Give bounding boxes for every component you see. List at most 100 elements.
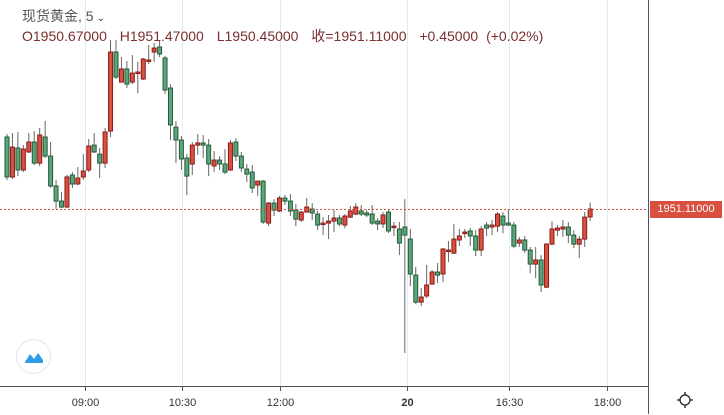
candle-up xyxy=(9,146,15,178)
candle-down xyxy=(282,197,288,202)
candle-down xyxy=(173,126,179,141)
candle-down xyxy=(358,210,364,215)
candle-down xyxy=(396,228,402,244)
candle-up xyxy=(129,72,135,83)
candle-down xyxy=(124,68,130,85)
chevron-down-icon[interactable]: ⌄ xyxy=(96,13,105,24)
candle-up xyxy=(429,271,435,285)
candle-up xyxy=(560,226,566,230)
candle-down xyxy=(271,202,277,211)
candle-up xyxy=(140,58,146,80)
candle-up xyxy=(342,215,348,226)
candle-up xyxy=(75,177,81,185)
candle-down xyxy=(484,224,490,229)
candle-up xyxy=(544,243,550,288)
candle-down xyxy=(522,239,528,251)
time-tick-label: 10:30 xyxy=(169,397,197,409)
chart-logo-icon[interactable] xyxy=(16,339,51,374)
candle-up xyxy=(146,59,152,62)
candle-down xyxy=(206,144,212,165)
candle-up xyxy=(326,220,332,224)
candle-down xyxy=(178,139,184,160)
candle-down xyxy=(4,136,10,178)
time-tick-label: 09:00 xyxy=(72,397,100,409)
candle-down xyxy=(315,213,321,226)
candle-up xyxy=(495,213,500,227)
candle-down xyxy=(222,163,228,173)
candle-down xyxy=(244,168,250,175)
candle-down xyxy=(233,141,239,157)
candle-up xyxy=(391,225,397,229)
time-tick-label: 18:00 xyxy=(594,397,622,409)
candle-up xyxy=(347,210,353,218)
grid-lines xyxy=(85,0,608,386)
candle-down xyxy=(571,234,577,245)
candle-down xyxy=(336,217,342,225)
candle-down xyxy=(467,230,473,237)
interval-label: , 5 xyxy=(78,8,94,24)
open-value: O1950.67000 xyxy=(22,28,107,44)
gear-icon[interactable] xyxy=(675,390,695,410)
candle-up xyxy=(331,217,337,222)
candle-up xyxy=(516,239,522,244)
candle-up xyxy=(462,231,468,235)
candle-up xyxy=(380,214,386,225)
candle-down xyxy=(91,144,97,153)
symbol-title[interactable]: 现货黄金, 5 ⌄ xyxy=(22,6,105,26)
candle-up xyxy=(554,227,560,231)
candle-up xyxy=(26,141,32,153)
high-value: H1951.47000 xyxy=(119,28,204,44)
candle-up xyxy=(456,235,462,241)
candle-down xyxy=(260,180,266,223)
candle-up xyxy=(451,238,457,254)
candle-up xyxy=(195,142,201,146)
last-price-label: 1951.11000 xyxy=(650,201,722,218)
candle-up xyxy=(353,206,359,215)
candle-down xyxy=(31,141,37,164)
candle-up xyxy=(86,145,92,171)
candle-down xyxy=(48,155,54,187)
candle-down xyxy=(364,212,370,216)
change-percent: (+0.02%) xyxy=(486,28,544,44)
candle-up xyxy=(298,211,304,221)
candle-up xyxy=(266,202,272,224)
candle-up xyxy=(549,228,555,245)
candle-up xyxy=(118,68,124,83)
candle-up xyxy=(418,296,424,303)
candle-up xyxy=(135,71,141,75)
candle-down xyxy=(249,171,255,189)
candle-down xyxy=(473,235,479,251)
candle-down xyxy=(53,185,59,202)
candle-down xyxy=(238,155,244,169)
time-axis[interactable]: 09:00 10:30 12:00 20 16:30 18:00 xyxy=(72,386,622,409)
candle-up xyxy=(151,47,157,53)
candle-up xyxy=(587,208,593,218)
ohlc-legend: O1950.67000 H1951.47000 L1950.45000 收=19… xyxy=(22,26,552,46)
candle-up xyxy=(445,249,451,253)
candle-down xyxy=(435,271,441,276)
candle-down xyxy=(505,222,511,226)
candle-up xyxy=(576,238,582,245)
candle-up xyxy=(189,144,195,165)
time-tick-label: 20 xyxy=(401,397,413,409)
candle-down xyxy=(69,174,75,185)
symbol-name: 现货黄金 xyxy=(22,8,78,24)
time-tick-label: 16:30 xyxy=(496,397,524,409)
candle-up xyxy=(102,131,108,164)
candle-up xyxy=(80,170,86,178)
candle-down xyxy=(97,153,103,164)
candle-up xyxy=(227,142,233,171)
candle-down xyxy=(293,209,299,220)
candle-up xyxy=(489,224,495,228)
candle-down xyxy=(59,200,64,208)
candle-down xyxy=(565,226,571,236)
candle-down xyxy=(113,51,119,78)
candle-up xyxy=(582,216,588,240)
candles xyxy=(4,39,593,354)
candle-down xyxy=(157,46,163,55)
candle-down xyxy=(402,226,408,236)
candle-up xyxy=(37,134,43,164)
candle-down xyxy=(407,238,413,275)
candle-up xyxy=(64,176,70,208)
